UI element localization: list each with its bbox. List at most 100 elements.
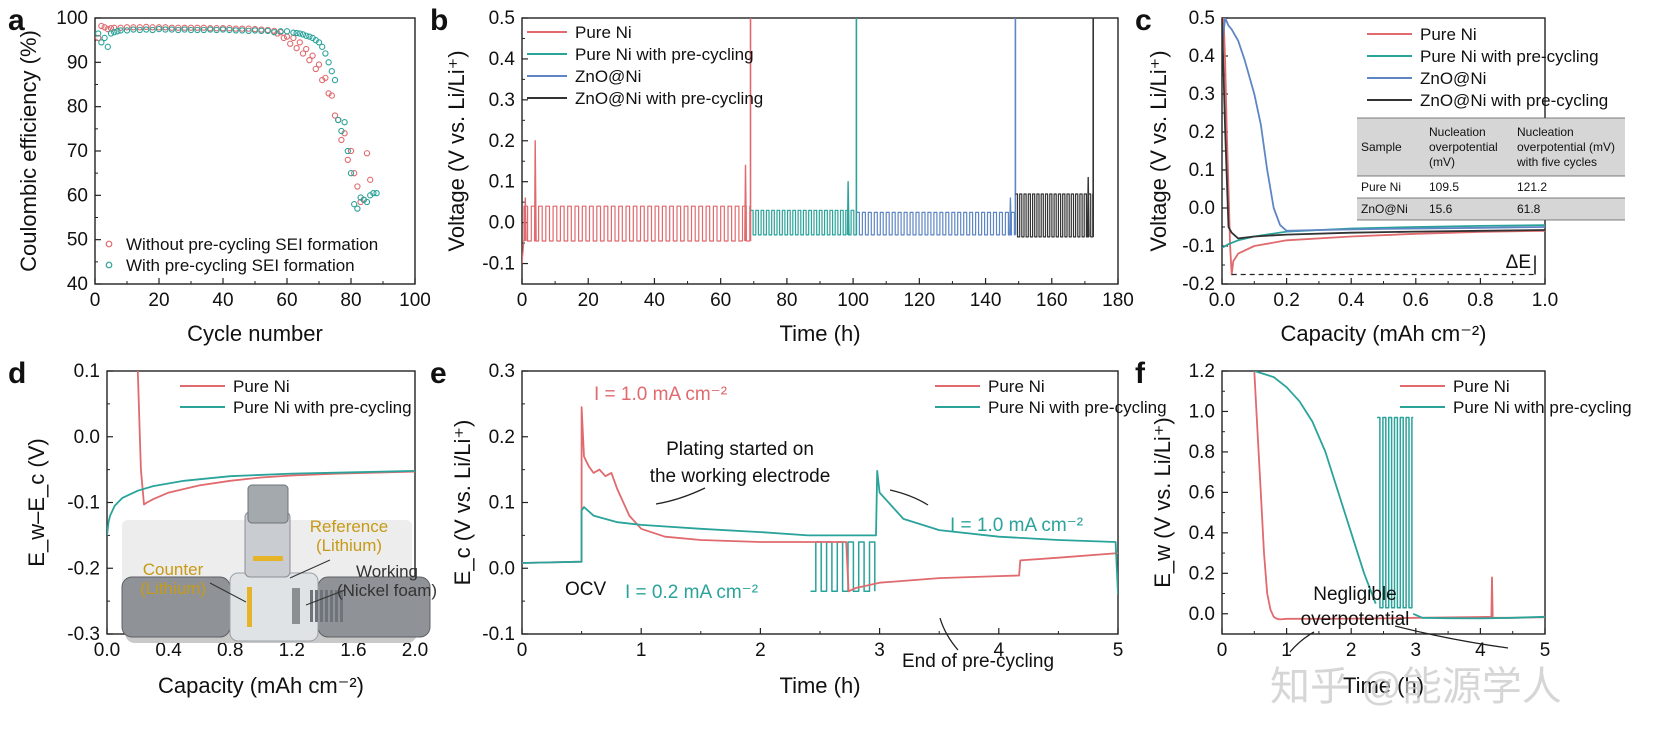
x-tick-label: 1 bbox=[1281, 640, 1292, 661]
data-point bbox=[175, 26, 182, 34]
table-header-cell: with five cycles bbox=[1516, 155, 1597, 169]
x-axis-label: Time (h) bbox=[779, 673, 860, 698]
panel-letter-a: a bbox=[8, 4, 25, 37]
series-red bbox=[522, 406, 1118, 593]
y-tick-label: 0.8 bbox=[1189, 442, 1215, 463]
y-tick-label: 0.2 bbox=[489, 427, 515, 448]
plating-annotation-line2: the working electrode bbox=[650, 466, 831, 487]
data-point bbox=[341, 119, 348, 126]
end-precycling-label: End of pre-cycling bbox=[902, 651, 1054, 672]
y-tick-label: 0.1 bbox=[1189, 160, 1215, 181]
x-tick-label: 5 bbox=[1540, 640, 1551, 661]
y-tick-label: 0.4 bbox=[1189, 523, 1216, 544]
x-tick-label: 0 bbox=[517, 640, 528, 661]
x-tick-label: 80 bbox=[776, 290, 797, 311]
data-point bbox=[335, 116, 342, 124]
table-header-bg bbox=[1357, 118, 1625, 176]
data-point bbox=[325, 59, 332, 66]
x-tick-label: 3 bbox=[1411, 640, 1422, 661]
data-point bbox=[98, 22, 105, 30]
data-point bbox=[354, 205, 361, 212]
data-point bbox=[200, 24, 207, 31]
spring-coil bbox=[330, 590, 333, 622]
table-cell: 15.6 bbox=[1429, 202, 1453, 216]
x-tick-label: 1.2 bbox=[279, 640, 305, 661]
data-point bbox=[104, 43, 111, 50]
y-tick-label: 100 bbox=[56, 8, 88, 29]
x-tick-label: 40 bbox=[644, 290, 665, 311]
data-point bbox=[290, 29, 297, 36]
y-tick-label: 0.1 bbox=[489, 493, 515, 514]
y-tick-label: 0.6 bbox=[1189, 482, 1215, 503]
x-tick-label: 140 bbox=[970, 290, 1002, 311]
data-point bbox=[283, 33, 291, 40]
data-point bbox=[303, 45, 310, 53]
series-red bbox=[136, 371, 415, 506]
data-point bbox=[162, 26, 169, 33]
series-red bbox=[1222, 18, 1545, 276]
data-point bbox=[162, 24, 169, 31]
legend-marker bbox=[105, 261, 113, 269]
x-axis-label: Time (h) bbox=[1343, 673, 1424, 698]
counter-pointer bbox=[209, 582, 247, 603]
y-tick-label: 0.4 bbox=[489, 49, 516, 70]
series-red bbox=[1253, 371, 1545, 621]
data-point bbox=[277, 28, 284, 35]
x-tick-label: 0.8 bbox=[217, 640, 243, 661]
y-axis-label: Voltage (V vs. Li/Li⁺) bbox=[1146, 50, 1171, 251]
data-point bbox=[354, 183, 361, 190]
arrow-plating-teal bbox=[889, 489, 929, 506]
inset-label: Working bbox=[356, 562, 418, 581]
legend-label: Pure Ni bbox=[1420, 25, 1477, 44]
series-teal bbox=[1254, 371, 1377, 605]
x-tick-label: 0 bbox=[90, 290, 101, 311]
precycling-square-wave bbox=[810, 541, 876, 593]
data-point bbox=[187, 24, 195, 31]
data-point bbox=[245, 27, 252, 35]
y-tick-label: 90 bbox=[67, 52, 88, 73]
x-tick-label: 0 bbox=[517, 290, 528, 311]
y-tick-label: -0.3 bbox=[67, 624, 100, 645]
data-point bbox=[328, 92, 335, 99]
x-tick-label: 100 bbox=[399, 290, 431, 311]
x-tick-label: 0.0 bbox=[1209, 290, 1235, 311]
data-point bbox=[123, 24, 131, 31]
data-point bbox=[293, 29, 300, 37]
x-tick-label: 120 bbox=[903, 290, 935, 311]
x-tick-label: 160 bbox=[1036, 290, 1068, 311]
y-axis-label: E_c (V vs. Li/Li⁺) bbox=[450, 420, 475, 586]
data-point bbox=[98, 39, 105, 46]
data-point bbox=[101, 24, 108, 31]
legend-label: Pure Ni bbox=[1453, 377, 1510, 396]
y-tick-label: 0.5 bbox=[1189, 8, 1215, 29]
data-point bbox=[207, 26, 214, 33]
data-point bbox=[280, 34, 287, 42]
y-axis-label: Voltage (V vs. Li/Li⁺) bbox=[444, 50, 469, 251]
data-point bbox=[168, 26, 175, 33]
y-tick-label: 0.2 bbox=[489, 131, 515, 152]
data-point bbox=[367, 176, 374, 183]
x-tick-label: 0.0 bbox=[94, 640, 120, 661]
y-tick-label: -0.1 bbox=[482, 624, 515, 645]
legend-label: With pre-cycling SEI formation bbox=[126, 256, 355, 275]
series-blue bbox=[1222, 18, 1545, 232]
data-point bbox=[373, 189, 380, 197]
y-tick-label: 0.1 bbox=[489, 172, 515, 193]
data-point bbox=[290, 34, 297, 42]
x-tick-label: 0.2 bbox=[1273, 290, 1299, 311]
table-header-cell: Nucleation bbox=[1429, 125, 1486, 139]
data-point bbox=[239, 27, 246, 34]
data-point bbox=[306, 56, 313, 64]
data-point bbox=[175, 24, 182, 31]
data-point bbox=[187, 26, 195, 34]
series-teal-tail bbox=[1412, 612, 1545, 620]
data-point bbox=[95, 34, 102, 42]
data-point bbox=[219, 26, 227, 33]
data-point bbox=[322, 74, 329, 81]
series-teal bbox=[522, 469, 1118, 595]
legend-label: Pure Ni with pre-cycling bbox=[233, 398, 412, 417]
y-tick-label: -0.2 bbox=[1182, 274, 1215, 295]
y-axis-label: E_w (V vs. Li/Li⁺) bbox=[1150, 417, 1175, 588]
x-tick-label: 0.6 bbox=[1403, 290, 1429, 311]
